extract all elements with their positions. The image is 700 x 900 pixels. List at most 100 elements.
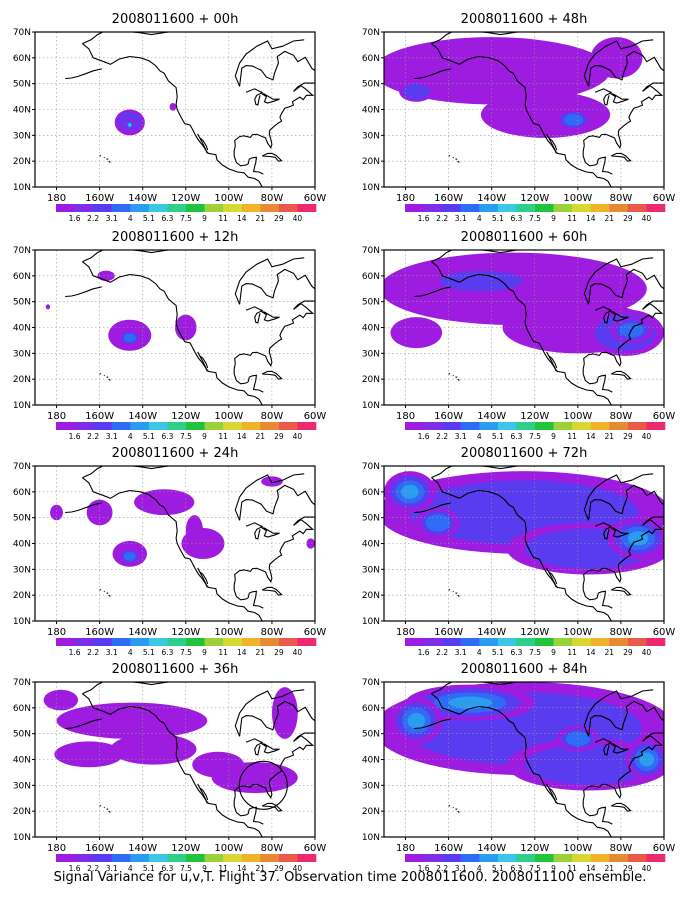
colorbar-swatch [609, 638, 629, 646]
y-tick-label: 60N [362, 272, 380, 282]
colorbar-swatch [278, 422, 298, 430]
colorbar-swatch [535, 638, 554, 646]
colorbar: 1.6 2.2 3.1 4 5.1 6.3 7.5 9 11 14 21 29 40 [405, 204, 666, 223]
colorbar-label: 3.1 [106, 864, 118, 873]
y-tick-label: 30N [362, 565, 380, 575]
coastline [414, 682, 664, 837]
colorbar-label: 2.2 [87, 864, 99, 873]
colorbar-swatch [646, 422, 666, 430]
colorbar-swatch [297, 638, 317, 646]
y-tick-label: 20N [13, 807, 31, 817]
grid-lines [35, 682, 316, 837]
colorbar-swatch [460, 854, 480, 862]
colorbar-swatch [423, 854, 443, 862]
colorbar-label: 5.1 [492, 214, 504, 223]
colorbar-swatch [204, 854, 224, 862]
colorbar-swatch [111, 204, 131, 212]
colorbar-swatch [204, 638, 224, 646]
colorbar-swatch [167, 638, 187, 646]
coastline [65, 250, 315, 405]
colorbar-swatch [460, 638, 480, 646]
colorbar-label: 4 [128, 648, 133, 657]
colorbar-label: 6.3 [510, 648, 522, 657]
x-tick-label: 60W [653, 843, 676, 854]
colorbar-swatch [148, 638, 168, 646]
x-tick-label: 140W [477, 411, 506, 422]
variance-blob [401, 484, 419, 499]
y-tick-label: 20N [13, 157, 31, 167]
x-tick-label: 160W [434, 627, 463, 638]
colorbar-swatch [590, 854, 610, 862]
colorbar-label: 21 [605, 432, 615, 441]
colorbar-label: 14 [586, 864, 596, 873]
colorbar-label: 7.5 [529, 864, 541, 873]
colorbar-swatch [553, 204, 573, 212]
panel-title: 2008011600 + 48h [461, 12, 588, 27]
colorbar-label: 14 [586, 648, 596, 657]
x-tick-label: 100W [214, 411, 243, 422]
y-tick-label: 50N [13, 80, 31, 90]
x-tick-label: 140W [477, 627, 506, 638]
coastline [65, 32, 315, 187]
variance-blob [438, 270, 523, 292]
colorbar-swatch [74, 422, 94, 430]
colorbar-swatch [93, 638, 113, 646]
colorbar-label: 2.2 [87, 214, 99, 223]
x-tick-label: 120W [171, 193, 200, 204]
colorbar-label: 9 [551, 214, 556, 223]
variance-blob [402, 83, 430, 100]
colorbar-label: 2.2 [436, 864, 448, 873]
colorbar-swatch [278, 638, 298, 646]
colorbar-label: 9 [551, 864, 556, 873]
y-tick-label: 50N [362, 80, 380, 90]
coastline [414, 32, 664, 187]
x-tick-label: 100W [214, 843, 243, 854]
x-tick-label: 140W [128, 193, 157, 204]
map-panel-7: 2008011600 + 84h 10N 20N 30N 40N 50N 60N 70N 180… [362, 662, 676, 873]
colorbar-label: 29 [623, 864, 633, 873]
colorbar-label: 5.1 [492, 648, 504, 657]
y-tick-label: 10N [362, 401, 380, 411]
x-tick-label: 120W [520, 411, 549, 422]
colorbar-swatch [572, 638, 592, 646]
colorbar-swatch [148, 854, 168, 862]
y-tick-label: 70N [362, 678, 380, 688]
x-tick-label: 140W [128, 627, 157, 638]
colorbar-label: 6.3 [510, 214, 522, 223]
colorbar-swatch [297, 204, 317, 212]
colorbar-swatch [186, 422, 205, 430]
panel-title: 2008011600 + 72h [461, 446, 588, 461]
colorbar-label: 3.1 [455, 214, 467, 223]
x-tick-label: 80W [261, 627, 284, 638]
x-tick-label: 120W [520, 627, 549, 638]
colorbar-swatch [423, 638, 443, 646]
y-tick-label: 10N [13, 183, 31, 193]
colorbar-swatch [148, 422, 168, 430]
colorbar-label: 40 [642, 648, 652, 657]
colorbar-label: 21 [256, 648, 266, 657]
colorbar-swatch [111, 422, 131, 430]
colorbar-label: 5.1 [492, 864, 504, 873]
x-tick-label: 160W [85, 411, 114, 422]
y-tick-label: 40N [13, 324, 31, 334]
y-tick-label: 40N [13, 540, 31, 550]
colorbar-swatch [442, 204, 462, 212]
coastline [65, 466, 315, 621]
colorbar-swatch [204, 204, 224, 212]
y-tick-label: 20N [362, 591, 380, 601]
x-tick-label: 140W [128, 411, 157, 422]
colorbar-swatch [186, 204, 205, 212]
variance-blob [128, 123, 132, 127]
colorbar-swatch [479, 422, 499, 430]
x-tick-label: 80W [610, 843, 633, 854]
colorbar-label: 14 [237, 864, 247, 873]
y-tick-label: 60N [13, 272, 31, 282]
variance-blob [123, 552, 136, 561]
colorbar-label: 4 [128, 214, 133, 223]
figure-caption: Signal Variance for u,v,T. Flight 37. Ob… [53, 870, 647, 885]
colorbar-swatch [111, 854, 131, 862]
variance-blob [480, 91, 611, 138]
colorbar-swatch [553, 422, 573, 430]
colorbar-label: 6.3 [161, 432, 173, 441]
colorbar-swatch [278, 204, 298, 212]
